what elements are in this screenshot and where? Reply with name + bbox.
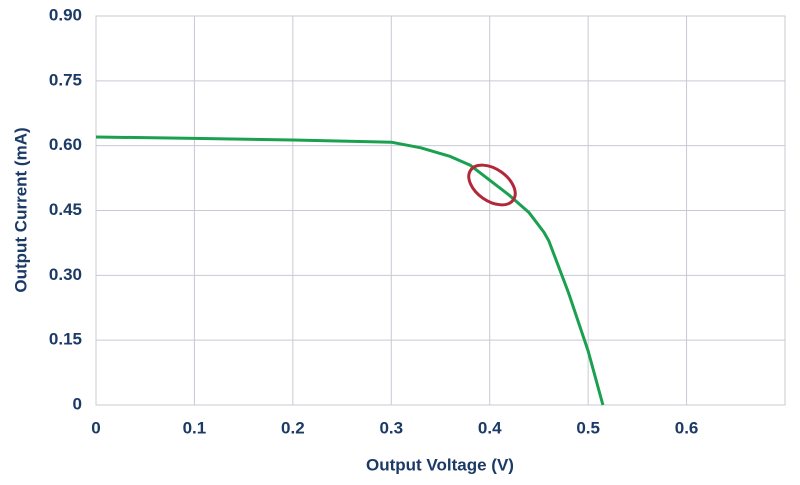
x-tick-label: 0.3	[379, 418, 403, 437]
x-tick-label: 0.4	[478, 418, 502, 437]
y-tick-label: 0.15	[49, 330, 82, 349]
y-tick-label: 0	[73, 394, 82, 413]
x-tick-label: 0.5	[576, 418, 600, 437]
x-tick-label: 0.6	[675, 418, 699, 437]
x-tick-label: 0.1	[183, 418, 207, 437]
x-tick-label: 0	[91, 418, 100, 437]
highlight-ellipse	[467, 163, 517, 207]
y-tick-label: 0.90	[49, 5, 82, 24]
y-tick-label: 0.45	[49, 200, 82, 219]
y-tick-label: 0.75	[49, 70, 82, 89]
x-tick-label: 0.2	[281, 418, 305, 437]
x-axis-title: Output Voltage (V)	[366, 455, 514, 474]
y-tick-label: 0.30	[49, 265, 82, 284]
y-axis-title: Output Current (mA)	[11, 127, 30, 292]
y-tick-label: 0.60	[49, 135, 82, 154]
data-line	[95, 135, 605, 406]
